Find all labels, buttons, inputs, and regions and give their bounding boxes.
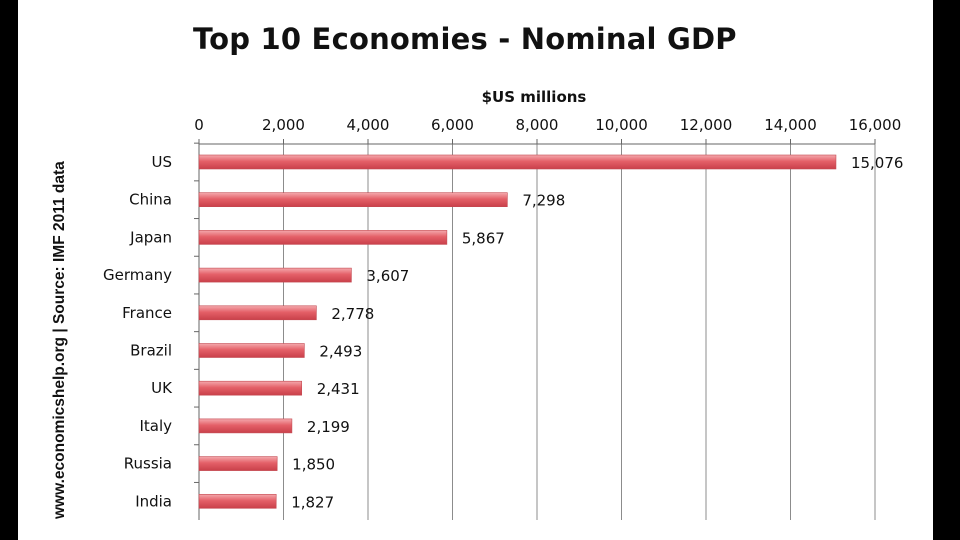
bar-germany: [198, 267, 352, 283]
x-tick-label: 6,000: [431, 116, 474, 134]
x-tick-label: 8,000: [516, 116, 559, 134]
category-label: India: [135, 492, 172, 510]
bar-japan: [198, 230, 448, 245]
category-label: China: [129, 191, 172, 209]
category-label: UK: [151, 379, 173, 397]
category-label: France: [122, 304, 172, 322]
gridlines: [198, 144, 876, 520]
chart-frame: Top 10 Economies - Nominal GDP www.econo…: [18, 0, 933, 540]
value-label: 5,867: [462, 229, 505, 247]
bar-italy: [198, 418, 293, 434]
value-label: 3,607: [366, 267, 409, 285]
category-label: Germany: [103, 266, 172, 284]
bar-france: [198, 305, 317, 321]
bar-india: [198, 493, 277, 509]
value-label: 2,778: [331, 305, 374, 323]
x-tick-label: 4,000: [347, 116, 390, 134]
value-label: 1,850: [292, 456, 335, 474]
bar-china: [198, 192, 508, 207]
bar-russia: [198, 456, 278, 471]
bars: [198, 154, 837, 509]
bar-uk: [198, 380, 303, 396]
bar-us: [198, 154, 837, 170]
x-axis-label: $US millions: [482, 88, 587, 106]
bar-brazil: [198, 343, 305, 358]
category-label: Italy: [139, 417, 172, 435]
x-tick-label: 12,000: [680, 116, 733, 134]
value-label: 7,298: [522, 192, 565, 210]
labels: US 15,076 China 7,298 Japan 5,867 Germany 3,607…: [103, 153, 903, 511]
chart-title: Top 10 Economies - Nominal GDP: [193, 22, 737, 56]
x-tick-label: 2,000: [262, 116, 305, 134]
category-label: US: [151, 153, 172, 171]
value-label: 1,827: [291, 493, 334, 511]
category-label: Brazil: [130, 342, 172, 360]
value-label: 15,076: [851, 154, 904, 172]
value-label: 2,493: [319, 343, 362, 361]
value-label: 2,431: [317, 380, 360, 398]
category-label: Japan: [129, 228, 172, 246]
category-label: Russia: [124, 455, 172, 473]
x-tick-label: 10,000: [595, 116, 648, 134]
x-tick-label: 0: [194, 116, 204, 134]
value-label: 2,199: [307, 418, 350, 436]
x-tick-label: 16,000: [849, 116, 902, 134]
x-tick-label: 14,000: [764, 116, 817, 134]
